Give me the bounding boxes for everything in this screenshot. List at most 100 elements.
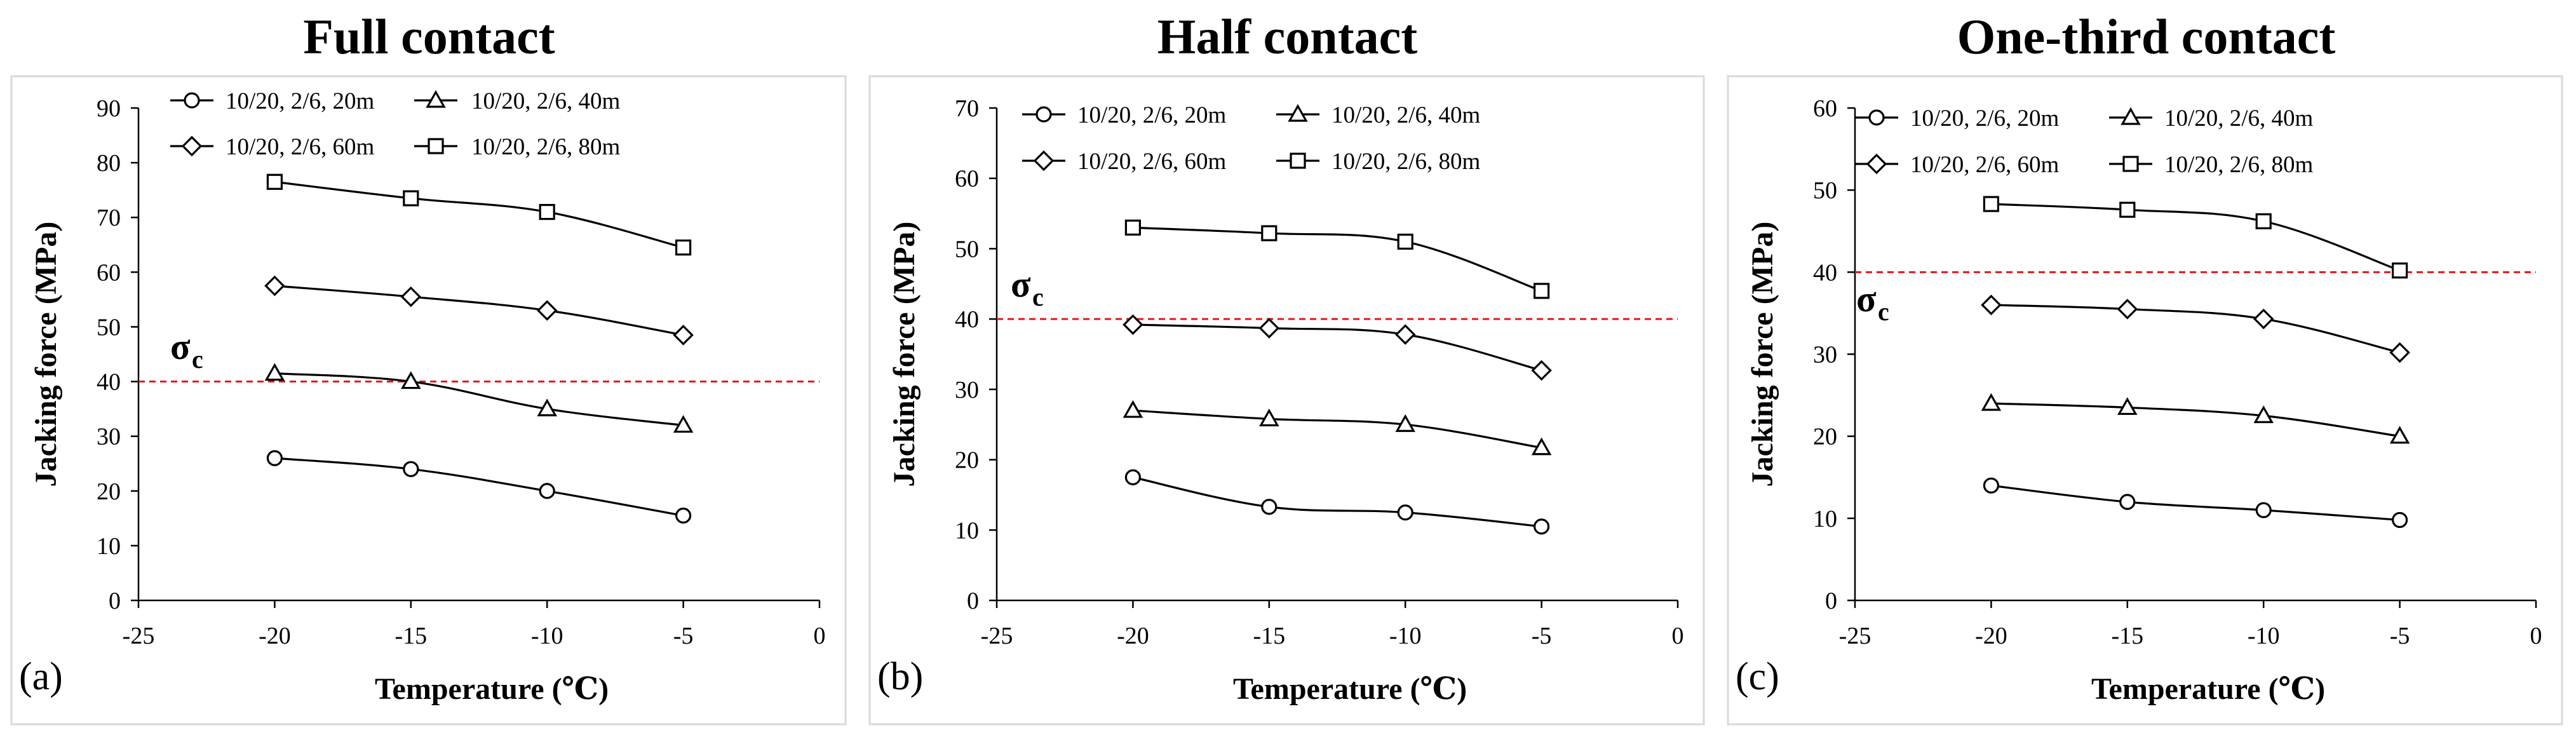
y-axis-title: Jacking force (MPa) xyxy=(29,222,63,487)
x-tick-label: -10 xyxy=(1389,623,1422,649)
panel-letter: (a) xyxy=(19,655,63,698)
legend-label: 10/20, 2/6, 40m xyxy=(1332,102,1481,128)
legend-marker-diamond xyxy=(181,135,203,157)
y-tick-label: 40 xyxy=(955,306,979,333)
legend-label: 10/20, 2/6, 80m xyxy=(1332,149,1481,175)
x-tick-label: -20 xyxy=(1975,623,2007,649)
sigma-c-subscript: c xyxy=(192,345,203,374)
data-point-triangle xyxy=(1531,437,1552,456)
legend-label: 10/20, 2/6, 20m xyxy=(1077,102,1227,128)
series-line-square xyxy=(274,180,684,249)
data-point-triangle xyxy=(2117,397,2138,416)
y-tick-label: 30 xyxy=(955,377,979,403)
legend-marker-diamond xyxy=(1866,153,1887,175)
data-point-square xyxy=(675,239,692,256)
x-tick-label: -10 xyxy=(531,623,563,649)
chart-title: Full contact xyxy=(303,9,555,64)
y-tick-label: 70 xyxy=(97,205,121,231)
y-tick-label: 20 xyxy=(1813,424,1837,450)
x-tick-label: -25 xyxy=(1839,623,1871,649)
data-point-diamond xyxy=(2253,308,2274,330)
legend-marker-triangle xyxy=(2121,107,2141,125)
x-tick-label: -10 xyxy=(2248,623,2280,649)
data-point-circle xyxy=(1533,518,1550,535)
data-point-circle xyxy=(2119,494,2136,510)
x-tick-label: -15 xyxy=(394,623,427,649)
data-point-square xyxy=(1261,225,1278,241)
sigma-c-subscript: c xyxy=(1032,283,1044,311)
y-tick-label: 0 xyxy=(109,588,121,614)
sigma-c-label: σ xyxy=(1011,264,1031,305)
y-tick-label: 20 xyxy=(955,447,979,474)
chart-panel-one-third-contact: 0 10 20 30 40 50 60 -25 -20 -15 -10 -5 0 σ c 10/20, 2/6… xyxy=(1727,75,2563,726)
y-tick-label: 70 xyxy=(955,95,979,122)
sigma-c-label: σ xyxy=(170,326,191,367)
series-line-circle xyxy=(1991,484,2400,522)
series-line-diamond xyxy=(1991,304,2400,354)
y-tick-label: 60 xyxy=(97,259,121,286)
data-point-square xyxy=(2391,262,2408,279)
data-point-circle xyxy=(2391,511,2408,529)
data-point-square xyxy=(1983,196,1999,212)
y-tick-label: 30 xyxy=(1813,342,1837,368)
chart-panel-full-contact: 0 10 20 30 40 50 60 70 80 90 -25 -20 -15 -10 -5 0 σ c 10/2… xyxy=(10,75,847,726)
series-line-circle xyxy=(1133,476,1542,528)
panel-letter: (c) xyxy=(1736,655,1779,698)
x-tick-label: -20 xyxy=(1117,623,1149,649)
y-tick-label: 0 xyxy=(967,588,979,614)
data-point-diamond xyxy=(264,275,285,297)
data-point-square xyxy=(266,173,283,190)
legend-marker-triangle xyxy=(1288,104,1308,122)
data-point-square xyxy=(2255,213,2272,229)
data-point-square xyxy=(1124,219,1141,236)
y-tick-label: 30 xyxy=(97,424,121,450)
x-tick-label: -5 xyxy=(673,623,694,649)
data-point-diamond xyxy=(1981,294,2002,316)
data-point-diamond xyxy=(2117,299,2138,320)
data-point-diamond xyxy=(536,300,558,321)
series-line-diamond xyxy=(274,285,684,336)
data-point-diamond xyxy=(673,325,694,346)
data-point-triangle xyxy=(537,398,557,417)
legend-marker-diamond xyxy=(1033,150,1055,172)
data-point-triangle xyxy=(1259,409,1279,426)
legend-marker-square xyxy=(2122,156,2139,172)
chart-frame xyxy=(868,75,1705,726)
y-tick-label: 10 xyxy=(97,533,121,560)
data-point-triangle xyxy=(264,363,285,381)
series-line-triangle xyxy=(1133,409,1542,449)
y-tick-label: 40 xyxy=(97,369,121,396)
legend-marker-circle xyxy=(1035,106,1052,123)
data-point-circle xyxy=(1983,477,1999,494)
y-tick-label: 10 xyxy=(1813,506,1837,532)
legend-label: 10/20, 2/6, 80m xyxy=(2164,152,2314,178)
y-axis-title: Jacking force (MPa) xyxy=(1746,222,1779,487)
x-tick-label: 0 xyxy=(1672,623,1684,649)
data-point-diamond xyxy=(1531,360,1552,381)
sigma-c-label: σ xyxy=(1856,278,1877,320)
x-tick-label: -5 xyxy=(1532,623,1552,649)
data-point-triangle xyxy=(1395,414,1415,432)
legend-label: 10/20, 2/6, 60m xyxy=(226,134,375,160)
y-tick-label: 90 xyxy=(97,95,121,122)
legend-marker-square xyxy=(1290,152,1306,169)
data-point-triangle xyxy=(673,415,694,433)
data-point-diamond xyxy=(2389,342,2410,363)
chart-panel-half-contact: 0 10 20 30 40 50 60 70 -25 -20 -15 -10 -5 0 σ c 10/20, 2… xyxy=(868,75,1705,726)
series-line-square xyxy=(1133,226,1542,292)
legend-label: 10/20, 2/6, 40m xyxy=(471,88,621,114)
legend-marker-circle xyxy=(184,92,200,109)
data-point-circle xyxy=(2255,502,2272,518)
data-point-circle xyxy=(266,450,283,466)
y-tick-label: 80 xyxy=(97,150,121,177)
series-line-triangle xyxy=(274,372,684,427)
x-tick-label: -15 xyxy=(1253,623,1285,649)
y-tick-label: 10 xyxy=(955,517,979,544)
x-tick-label: 0 xyxy=(2530,623,2542,649)
data-point-square xyxy=(1533,283,1550,299)
data-point-diamond xyxy=(400,286,422,308)
legend-label: 10/20, 2/6, 20m xyxy=(226,88,375,114)
sigma-c-subscript: c xyxy=(1878,297,1889,326)
series-line-diamond xyxy=(1133,323,1542,372)
data-point-circle xyxy=(1124,469,1141,485)
